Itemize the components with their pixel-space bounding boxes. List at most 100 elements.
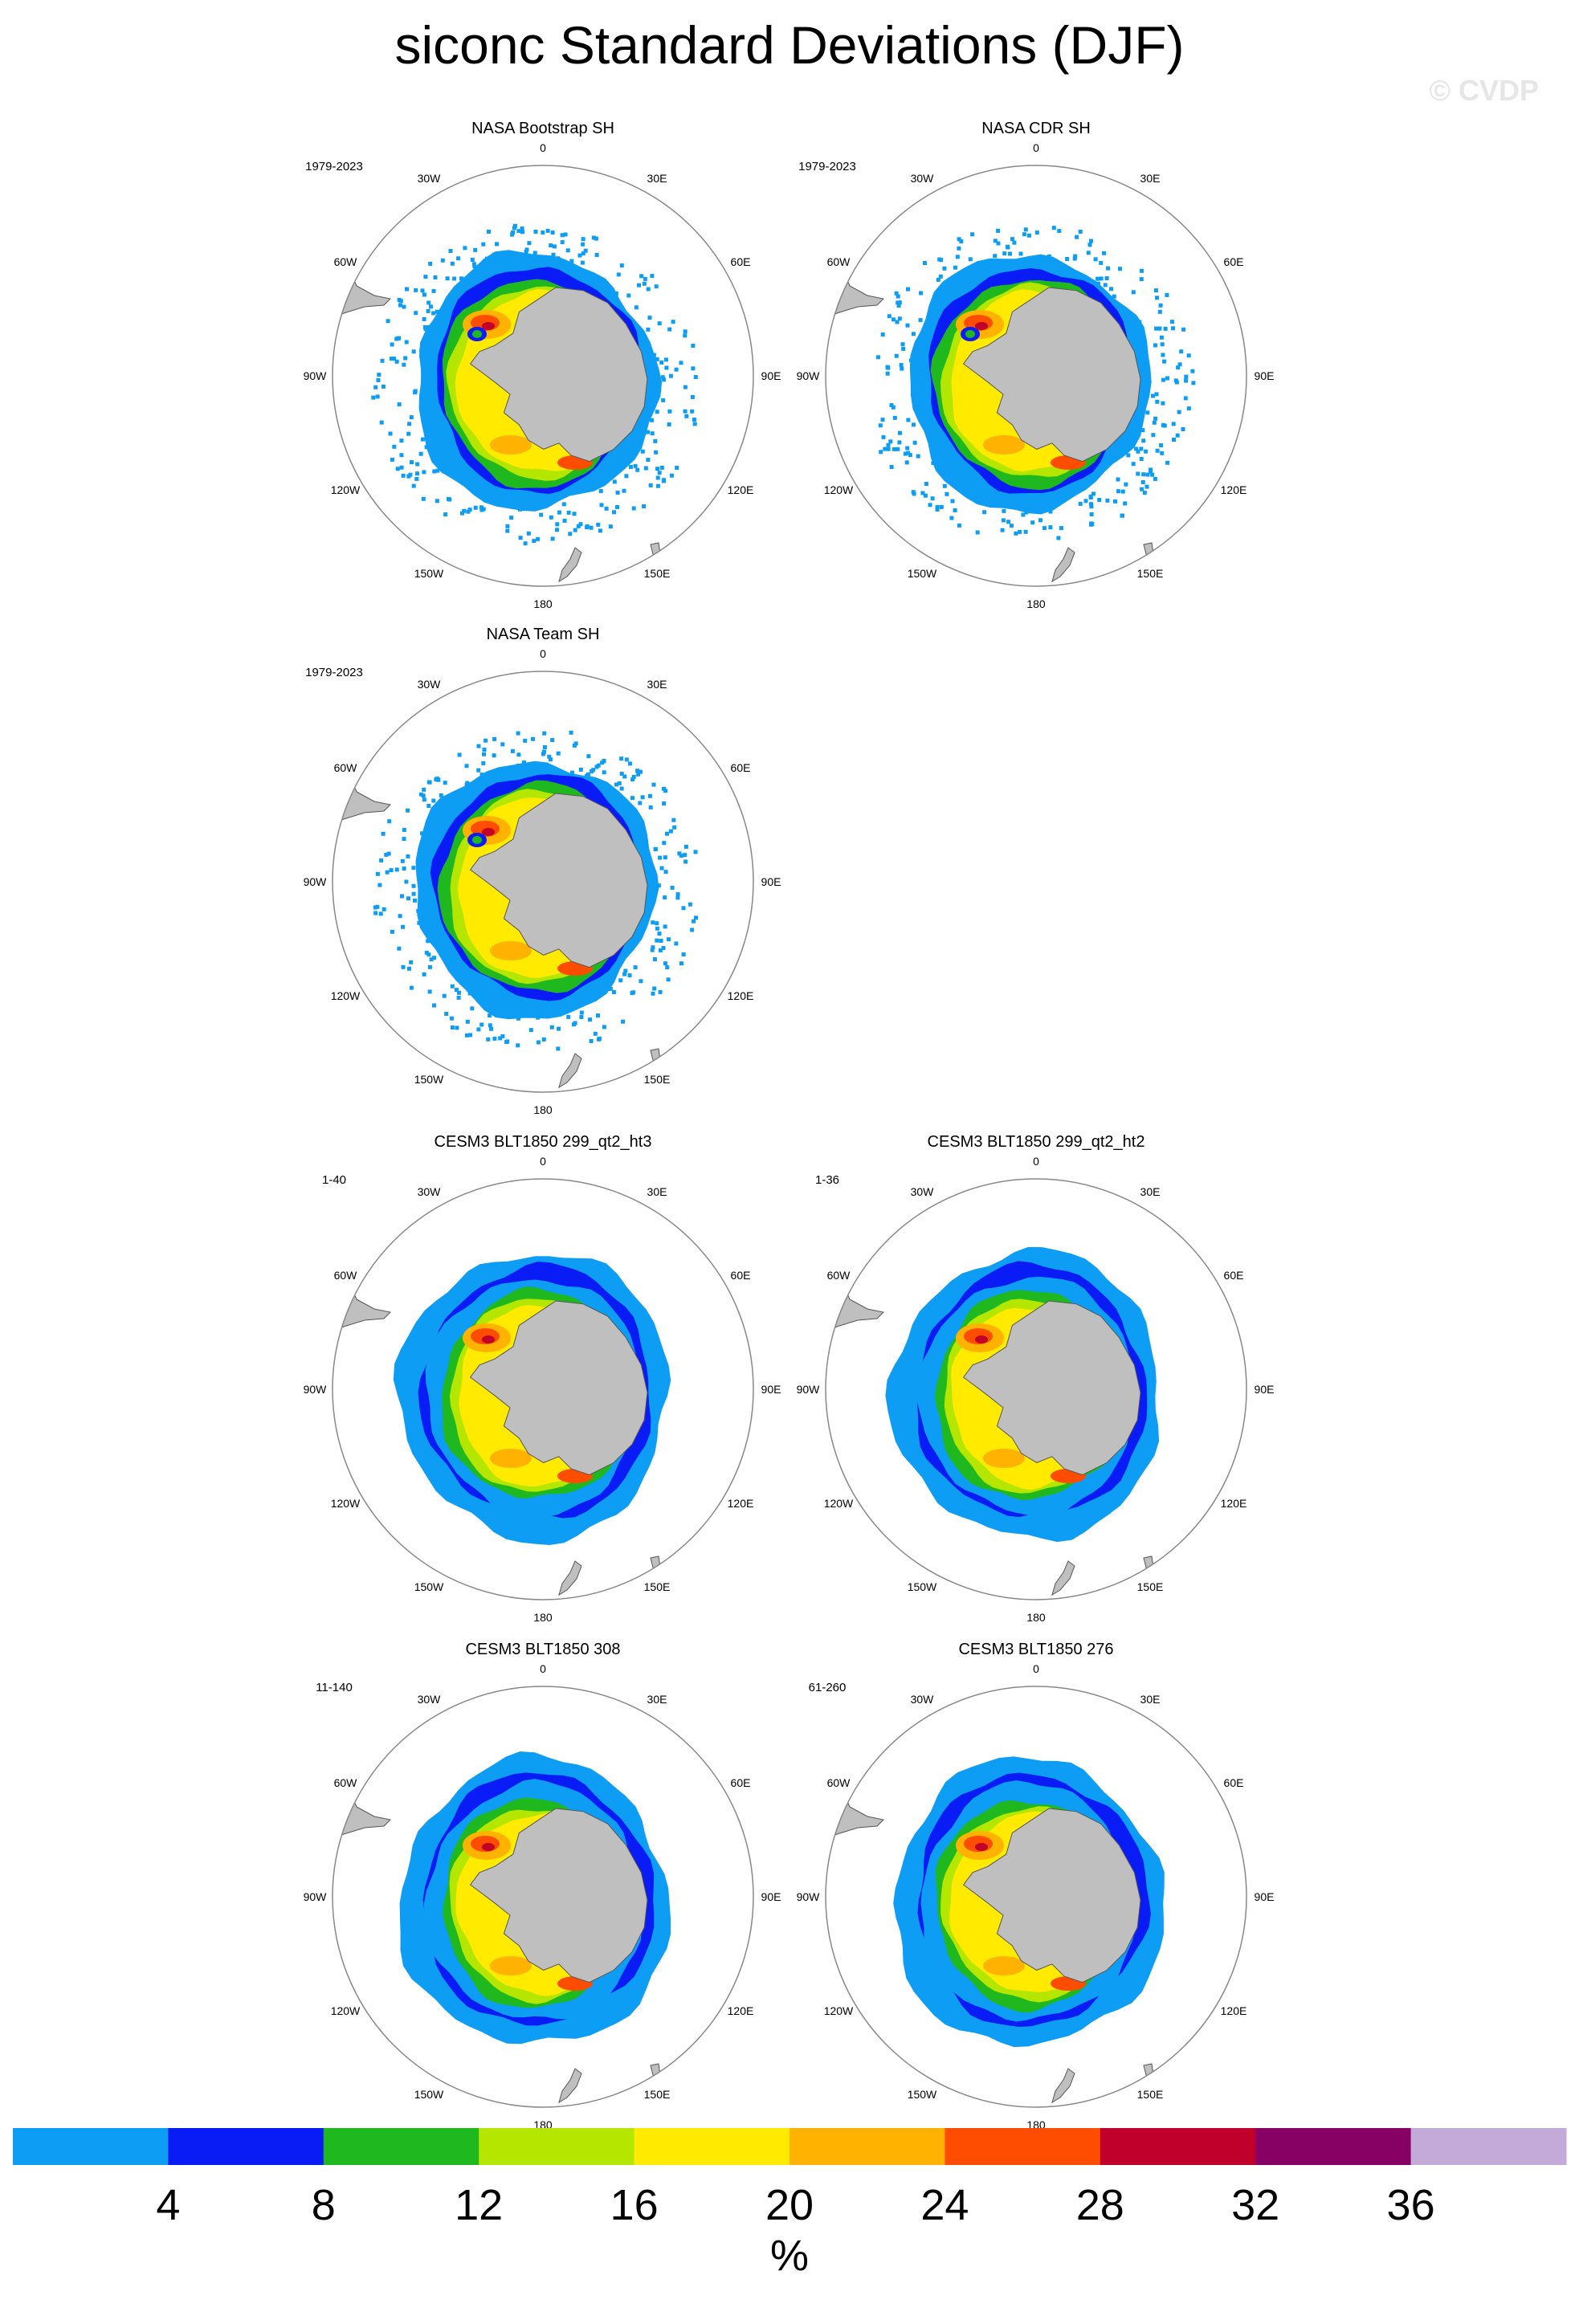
longitude-label: 60E (731, 255, 751, 268)
colorbar-segment (323, 2128, 479, 2165)
map-boundary-circle (332, 671, 754, 1093)
south-america-land (333, 1284, 392, 1332)
longitude-label: 120W (824, 483, 854, 496)
longitude-label: 0 (540, 1662, 546, 1675)
longitude-label: 30E (1140, 172, 1161, 185)
new-zealand-land (1051, 1560, 1075, 1596)
antarctica-land (469, 793, 648, 968)
colorbar-tick-label: 4 (156, 2181, 181, 2229)
map-panel: CESM3 BLT1850 276 61-260 0 30E 60E 90E 120E 150… (797, 1641, 1275, 2131)
panel-period-label: 1979-2023 (305, 160, 363, 173)
longitude-label: 150E (644, 2088, 671, 2101)
colorbar-segment (1410, 2128, 1567, 2165)
panel-title: CESM3 BLT1850 299_qt2_ht2 (928, 1133, 1145, 1151)
antarctica-land (469, 287, 648, 463)
longitude-label: 60E (1224, 1776, 1244, 1789)
longitude-label: 0 (540, 1155, 546, 1168)
longitude-label: 150E (1137, 1580, 1164, 1593)
longitude-label: 120E (1221, 2004, 1247, 2017)
longitude-label: 60W (334, 761, 358, 774)
colorbar-segment (634, 2128, 790, 2165)
antarctica-land (962, 287, 1141, 463)
colorbar-tick-label: 32 (1231, 2181, 1280, 2229)
longitude-label: 150E (644, 1073, 671, 1086)
map-boundary-circle (825, 165, 1247, 587)
longitude-label: 150E (1137, 567, 1164, 580)
panel-title: CESM3 BLT1850 299_qt2_ht3 (435, 1133, 652, 1151)
panel-title: NASA CDR SH (981, 120, 1091, 137)
longitude-label: 90W (304, 1890, 328, 1903)
longitude-label: 30E (647, 678, 667, 691)
longitude-label: 90E (761, 369, 781, 382)
longitude-label: 120E (1221, 483, 1247, 496)
panel-period-label: 11-140 (316, 1681, 353, 1694)
colorbar-segment (1100, 2128, 1256, 2165)
panel-period-label: 1-36 (815, 1173, 839, 1187)
longitude-label: 180 (533, 597, 553, 610)
map-panel: CESM3 BLT1850 299_qt2_ht3 1-40 0 30E 60E 90E 1… (304, 1133, 781, 1624)
longitude-label: 30E (647, 1693, 667, 1706)
new-zealand-land (558, 1560, 582, 1596)
longitude-label: 120E (728, 989, 754, 1002)
longitude-label: 30E (647, 172, 667, 185)
longitude-label: 60E (1224, 1269, 1244, 1282)
watermark: © CVDP (1429, 74, 1539, 107)
antarctica-land (469, 1808, 648, 1984)
longitude-label: 150W (414, 2088, 444, 2101)
colorbar-segment (13, 2128, 169, 2165)
longitude-label: 60W (334, 1269, 358, 1282)
colorbar (13, 2128, 1567, 2165)
longitude-label: 150W (908, 567, 937, 580)
colorbar-tick-label: 28 (1075, 2181, 1124, 2229)
longitude-label: 120E (728, 483, 754, 496)
south-america-land (826, 1792, 885, 1840)
new-zealand-land (558, 1053, 582, 1089)
longitude-label: 60E (1224, 255, 1244, 268)
longitude-label: 90W (304, 1383, 328, 1396)
longitude-label: 120W (824, 2004, 854, 2017)
longitude-label: 60E (731, 1269, 751, 1282)
new-zealand-land (558, 2068, 582, 2104)
colorbar-segment (790, 2128, 945, 2165)
map-panel: NASA Bootstrap SH 1979-2023 0 30E 60E 90E 120E… (304, 120, 781, 610)
longitude-label: 60W (334, 1776, 358, 1789)
longitude-label: 0 (540, 647, 546, 660)
longitude-label: 30W (911, 1693, 935, 1706)
colorbar-tick-label: 20 (765, 2181, 814, 2229)
longitude-label: 90E (1255, 1383, 1275, 1396)
longitude-label: 60E (731, 1776, 751, 1789)
colorbar-tick-label: 12 (455, 2181, 504, 2229)
colorbar-segment (1255, 2128, 1412, 2165)
colorbar-tick-label: 8 (311, 2181, 336, 2229)
panel-title: CESM3 BLT1850 276 (958, 1641, 1113, 1658)
longitude-label: 90E (761, 1890, 781, 1903)
panel-title: NASA Team SH (487, 626, 600, 643)
longitude-label: 90W (304, 369, 328, 382)
map-panel: CESM3 BLT1850 299_qt2_ht2 1-36 0 30E 60E 90E 1… (797, 1133, 1275, 1624)
longitude-label: 30E (1140, 1185, 1161, 1198)
longitude-label: 60W (334, 255, 358, 268)
map-panel: NASA CDR SH 1979-2023 0 30E 60E 90E 120E 150E 18… (797, 120, 1275, 610)
longitude-label: 60W (827, 255, 851, 268)
panel-period-label: 1-40 (322, 1173, 346, 1187)
colorbar-segment (479, 2128, 635, 2165)
antarctica-land (962, 1300, 1141, 1476)
map-panel: CESM3 BLT1850 308 11-140 0 30E 60E 90E 120E 150… (304, 1641, 781, 2131)
longitude-label: 90E (761, 875, 781, 888)
longitude-label: 0 (540, 141, 546, 154)
longitude-label: 180 (1026, 1611, 1046, 1624)
panel-period-label: 1979-2023 (305, 666, 363, 679)
longitude-label: 150W (414, 567, 444, 580)
map-boundary-circle (825, 1178, 1247, 1600)
longitude-label: 150W (414, 1580, 444, 1593)
longitude-label: 150W (414, 1073, 444, 1086)
longitude-label: 30W (418, 1185, 442, 1198)
longitude-label: 120W (331, 1497, 361, 1510)
colorbar-segment (945, 2128, 1101, 2165)
longitude-label: 90W (797, 1890, 821, 1903)
longitude-label: 180 (1026, 597, 1046, 610)
longitude-label: 90W (797, 369, 821, 382)
longitude-label: 60E (731, 761, 751, 774)
longitude-label: 90W (797, 1383, 821, 1396)
longitude-label: 30E (647, 1185, 667, 1198)
